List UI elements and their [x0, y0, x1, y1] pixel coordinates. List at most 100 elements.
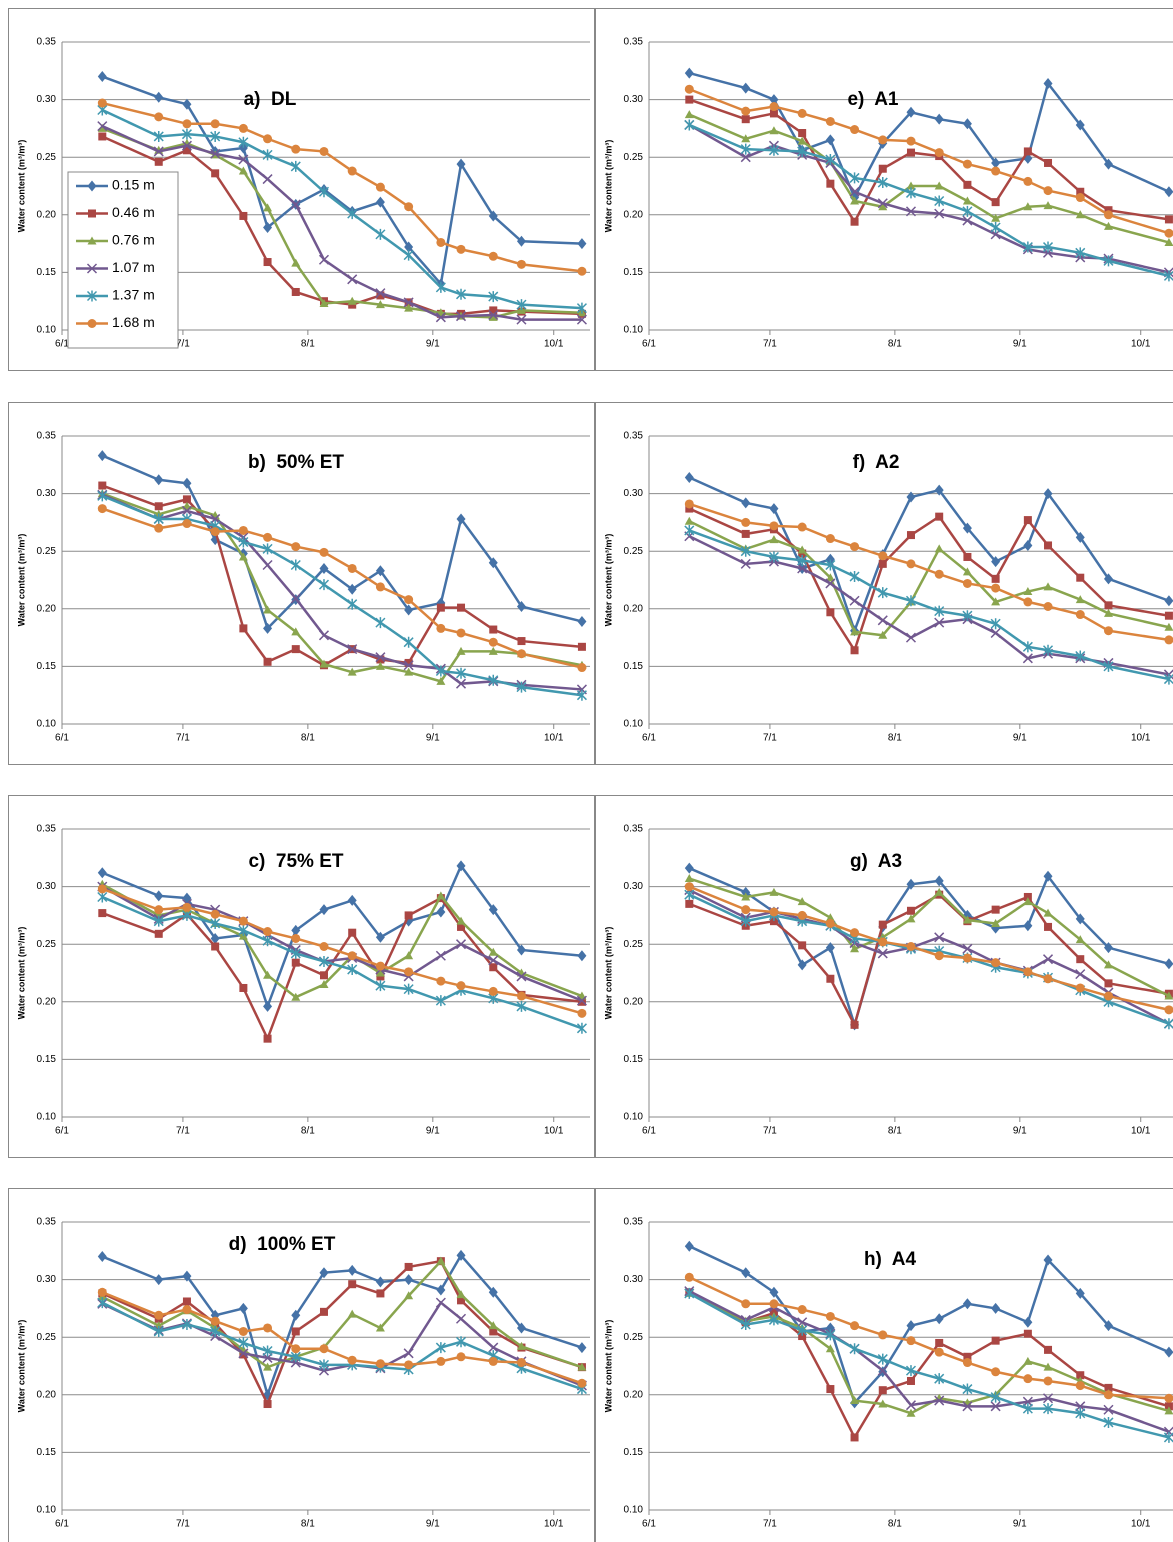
marker	[435, 665, 446, 677]
marker	[210, 1325, 221, 1337]
marker	[1023, 516, 1032, 525]
marker	[210, 932, 220, 944]
marker	[934, 569, 944, 579]
series-line	[101, 1301, 583, 1391]
y-tick-label: 0.30	[624, 94, 644, 105]
series-line	[688, 1292, 1170, 1439]
y-tick-label: 0.35	[624, 1217, 644, 1228]
marker	[962, 567, 972, 576]
marker	[798, 1332, 807, 1341]
marker	[906, 531, 915, 540]
marker	[376, 655, 385, 664]
y-tick-label: 0.20	[624, 603, 644, 614]
marker	[404, 604, 414, 616]
marker	[878, 164, 887, 173]
marker	[1164, 186, 1173, 198]
marker	[877, 587, 888, 599]
marker	[963, 180, 972, 189]
marker	[376, 1289, 385, 1298]
marker	[877, 1353, 888, 1365]
x-tick-label: 7/1	[763, 1126, 777, 1137]
legend-label: 1.07 m	[112, 259, 155, 275]
marker	[1043, 582, 1053, 591]
marker	[991, 166, 1001, 176]
chart-panel: 0.10 0.15 0.20 0.25 0.30 0.35 6/1 7/1 8/1 9/1 10/1…	[595, 795, 1173, 1158]
marker	[878, 551, 888, 561]
marker	[877, 948, 888, 959]
marker	[963, 552, 972, 561]
marker	[850, 1321, 860, 1331]
y-tick-label: 0.25	[37, 546, 57, 557]
marker	[905, 1400, 917, 1411]
marker	[577, 1342, 587, 1354]
marker	[375, 652, 386, 663]
marker	[238, 123, 248, 133]
marker	[238, 1302, 248, 1314]
marker	[375, 931, 385, 943]
marker	[1164, 1393, 1173, 1403]
marker	[97, 504, 107, 514]
marker	[404, 1274, 414, 1286]
marker	[489, 306, 498, 315]
series-line	[688, 98, 1170, 225]
marker	[376, 291, 385, 300]
marker	[488, 1321, 498, 1330]
marker	[153, 1325, 164, 1337]
marker	[210, 148, 221, 159]
marker	[516, 1000, 527, 1012]
marker	[488, 312, 498, 321]
marker	[435, 950, 446, 961]
marker	[210, 909, 220, 919]
marker	[238, 552, 248, 561]
marker	[154, 1310, 164, 1320]
marker	[769, 917, 778, 926]
series-line	[688, 877, 1170, 998]
marker	[239, 624, 248, 633]
legend-frame	[67, 171, 179, 349]
marker	[768, 551, 779, 563]
y-tick-label: 0.15	[37, 1054, 57, 1065]
marker	[436, 623, 446, 633]
y-tick-label: 0.30	[624, 881, 644, 892]
marker	[934, 951, 944, 961]
y-tick-label: 0.15	[37, 267, 57, 278]
marker	[577, 950, 587, 962]
marker	[1075, 193, 1085, 203]
marker	[347, 644, 358, 655]
marker	[934, 605, 945, 617]
marker	[1103, 991, 1113, 1001]
series-line	[101, 1259, 583, 1369]
chart-title: b) 50% ET	[248, 452, 344, 473]
marker	[154, 157, 163, 166]
marker	[1075, 247, 1086, 259]
marker	[684, 110, 694, 119]
marker	[404, 241, 414, 253]
marker	[1104, 206, 1113, 215]
marker	[934, 148, 944, 158]
marker	[182, 902, 192, 912]
marker	[516, 1341, 526, 1350]
marker	[962, 1298, 972, 1310]
marker	[238, 536, 249, 548]
y-tick-label: 0.35	[624, 37, 644, 48]
marker	[375, 582, 385, 592]
marker	[825, 1311, 835, 1321]
marker	[239, 983, 248, 992]
chart-title: e) A1	[847, 89, 898, 110]
marker	[457, 603, 466, 612]
marker	[797, 1305, 807, 1315]
marker	[1075, 1381, 1085, 1391]
panel-frame	[8, 402, 595, 765]
marker	[456, 1290, 466, 1299]
marker	[153, 130, 164, 142]
marker	[347, 964, 358, 976]
marker	[769, 887, 779, 896]
marker	[239, 211, 248, 220]
x-tick-label: 6/1	[642, 339, 656, 350]
marker	[797, 554, 808, 566]
marker	[435, 281, 446, 293]
marker	[455, 678, 467, 689]
marker	[850, 125, 860, 135]
marker	[210, 119, 220, 129]
marker	[962, 610, 973, 622]
